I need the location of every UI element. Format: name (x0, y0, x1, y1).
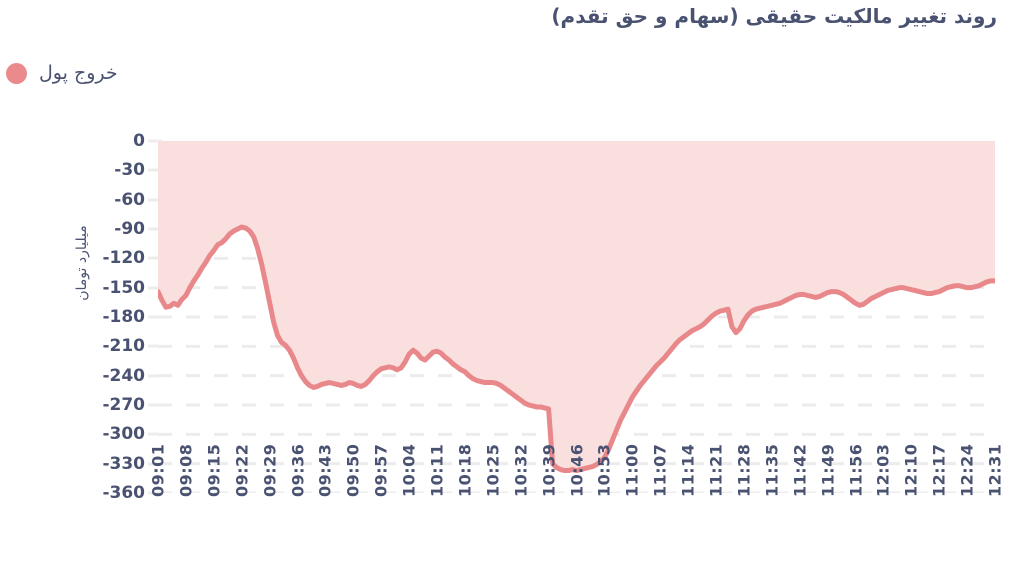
x-axis-tick-label: 09:01 (148, 443, 168, 497)
chart-title: روند تغییر مالکیت حقیقی (سهام و حق تقدم) (551, 4, 997, 28)
y-axis-tick-label: -90 (114, 219, 145, 239)
x-axis-tick-label: 10:25 (483, 443, 503, 497)
x-axis-tick-label: 11:49 (818, 443, 838, 497)
x-axis-tick-label: 10:04 (399, 443, 419, 497)
x-axis-tick-label: 10:32 (511, 443, 531, 497)
x-axis-tick-label: 09:57 (371, 443, 391, 497)
x-axis-tick-label: 12:17 (929, 443, 949, 497)
y-axis-tick-label: 0 (133, 131, 145, 151)
x-axis-tick-label: 11:56 (846, 443, 865, 497)
y-axis-tick-label: -300 (102, 424, 145, 445)
y-axis-tick-mark (148, 344, 158, 348)
x-axis-tick-label: 10:39 (539, 443, 559, 497)
x-axis-tick-label: 10:18 (455, 443, 475, 497)
y-axis-tick-label: -270 (102, 395, 145, 415)
x-axis-tick-label: 11:35 (762, 443, 782, 497)
x-axis-tick-label: 09:08 (176, 443, 196, 497)
y-axis-tick-mark (148, 491, 158, 495)
y-axis-tick-mark (148, 403, 158, 407)
y-axis-tick-label: -120 (102, 248, 145, 269)
legend-item-label: خروج پول (39, 62, 118, 84)
y-axis-tick-label: -330 (102, 453, 145, 474)
x-axis-tick-label: 09:15 (204, 443, 224, 497)
y-axis-tick-label: -180 (102, 307, 145, 327)
x-axis-tick-label: 09:43 (315, 443, 335, 497)
x-axis-tick-label: 09:29 (260, 443, 280, 497)
x-axis-tick-label: 12:31 (985, 443, 1005, 497)
x-axis-tick-label: 12:03 (873, 443, 893, 497)
x-axis-tick-label: 10:53 (594, 443, 614, 497)
y-axis-tick-label: -30 (114, 160, 145, 181)
series-line (158, 224, 995, 474)
y-axis-tick-mark (148, 286, 158, 290)
x-axis-tick-label: 10:46 (567, 443, 586, 497)
y-axis-tick-mark (148, 168, 158, 172)
x-axis-tick-label: 11:14 (678, 443, 698, 497)
x-axis-tick-labels: 09:01 09:08 09:15 09:22 09:29 09:36 09:43 09:50… (149, 444, 1005, 587)
plot-area (158, 141, 995, 493)
x-axis-tick-label: 11:42 (790, 443, 810, 497)
y-axis-tick-mark (148, 315, 158, 319)
y-axis-tick-mark (148, 227, 158, 231)
y-axis-tick-mark (148, 139, 162, 143)
y-axis-tick-label: -60 (114, 189, 145, 210)
x-axis-tick-label: 09:50 (343, 443, 363, 497)
x-axis-tick-label: 11:28 (734, 443, 754, 497)
x-axis-tick-label: 11:07 (650, 443, 670, 497)
y-axis-tick-labels: 0 -30 -60 -90 -120 -150 -180 -210 -240 -270 -300 -3… (60, 131, 162, 503)
y-axis-tick-mark (148, 256, 158, 260)
y-axis-tick-mark (148, 198, 158, 202)
y-axis-tick-label: -150 (102, 277, 145, 298)
y-axis-tick-mark (148, 374, 158, 378)
x-axis-tick-label: 10:11 (427, 443, 447, 497)
area-chart-svg (158, 141, 995, 493)
x-axis-tick-label: 09:36 (288, 443, 307, 497)
x-axis-tick-label: 11:00 (622, 443, 642, 497)
x-axis-tick-label: 11:21 (706, 443, 726, 497)
x-axis-tick-label: 12:10 (901, 443, 921, 497)
x-axis-tick-label: 09:22 (232, 443, 252, 497)
legend-marker-circle-icon (6, 62, 27, 84)
y-axis-tick-mark (148, 462, 158, 466)
chart-legend: خروج پول (6, 62, 118, 84)
y-axis-tick-label: -240 (102, 365, 145, 386)
y-axis-tick-mark (148, 432, 158, 436)
y-axis-tick-label: -210 (102, 336, 145, 357)
series-area-fill (158, 141, 995, 471)
x-axis-tick-label: 12:24 (957, 443, 977, 497)
y-axis-tick-label: -360 (102, 483, 145, 503)
